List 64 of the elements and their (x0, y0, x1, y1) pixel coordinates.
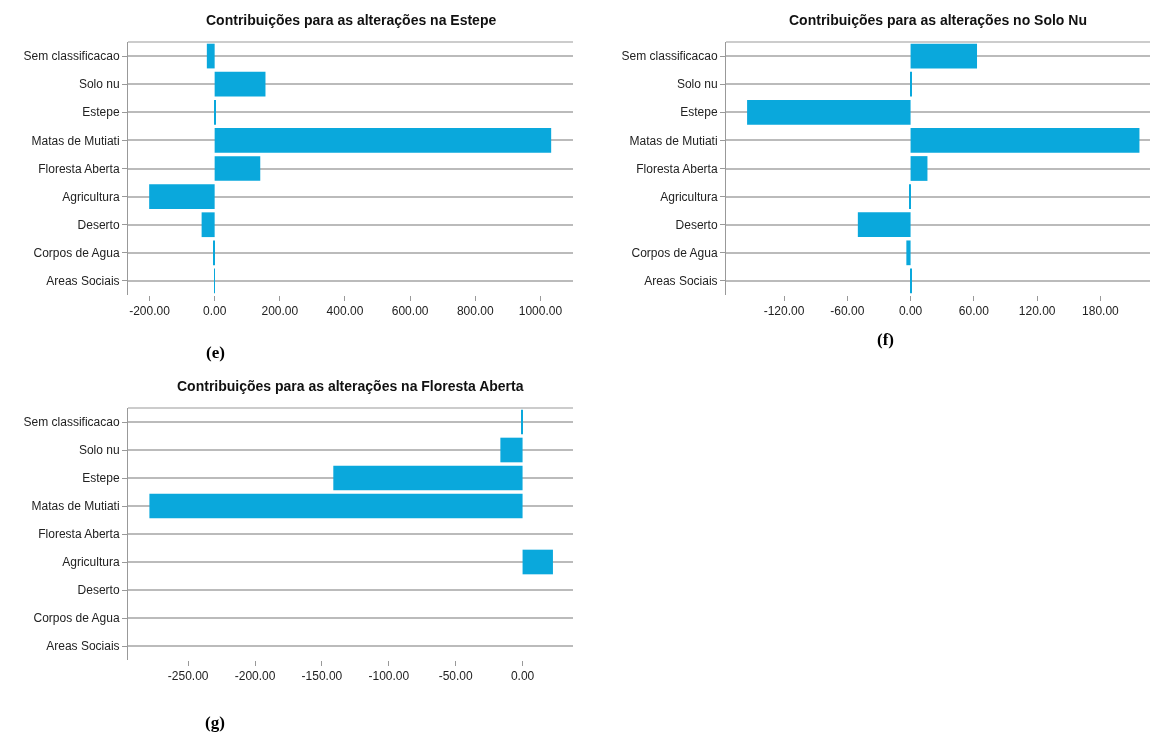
text: (f) (877, 330, 894, 349)
bar (201, 212, 215, 238)
bar (149, 184, 215, 209)
y-tick-label: Deserto (77, 217, 120, 232)
y-tick-label: Solo nu (676, 77, 718, 92)
x-tick-label: 1000.00 (518, 304, 563, 319)
x-tick-label: 200.00 (261, 304, 299, 319)
chart-title: Contribuições para as alterações na Floresta Aberta (177, 378, 524, 394)
x-tick-label: 600.00 (391, 304, 429, 319)
y-tick-label: Floresta Aberta (636, 161, 718, 176)
bar (747, 99, 911, 125)
x-tick-label: -150.00 (301, 669, 343, 684)
y-tick-label: Floresta Aberta (38, 527, 120, 542)
bar (857, 212, 911, 238)
y-tick-label: Estepe (680, 105, 718, 120)
y-tick-label: Matas de Mutiati (629, 133, 718, 148)
y-tick-label: Floresta Aberta (38, 161, 120, 176)
y-tick-label: Agricultura (660, 189, 718, 204)
x-tick-label: 60.00 (958, 304, 990, 319)
bar (214, 156, 261, 181)
bar (910, 128, 1140, 153)
x-tick-label: -200.00 (234, 669, 276, 684)
x-tick-label: 0.00 (510, 669, 535, 684)
x-tick-label: 400.00 (326, 304, 364, 319)
y-tick-label: Deserto (675, 217, 718, 232)
chart-title: Contribuições para as alterações no Solo Nu (789, 12, 1087, 28)
y-tick-label: Sem classificacao (621, 49, 718, 64)
text: (e) (206, 343, 225, 362)
x-tick-label: 800.00 (456, 304, 494, 319)
x-tick-label: 0.00 (202, 304, 227, 319)
x-tick-label: 0.00 (898, 304, 923, 319)
y-tick-label: Solo nu (78, 443, 120, 458)
x-tick-label: -250.00 (167, 669, 209, 684)
bar (906, 240, 911, 266)
x-tick-label: 180.00 (1082, 304, 1120, 319)
x-tick-label: -60.00 (830, 304, 865, 319)
x-tick-label: -100.00 (368, 669, 410, 684)
y-tick-label: Areas Sociais (46, 274, 120, 289)
bar (910, 43, 978, 69)
y-tick-label: Estepe (82, 471, 120, 486)
y-tick-label: Corpos de Agua (631, 246, 718, 261)
y-tick-label: Corpos de Agua (33, 611, 120, 626)
y-tick-label: Areas Sociais (644, 274, 718, 289)
bar (910, 156, 928, 181)
bar (214, 128, 552, 153)
x-tick-label: -200.00 (129, 304, 171, 319)
y-tick-label: Corpos de Agua (33, 246, 120, 261)
y-tick-label: Agricultura (62, 555, 120, 570)
y-tick-label: Areas Sociais (46, 639, 120, 654)
y-tick-label: Sem classificacao (23, 415, 120, 430)
y-tick-label: Agricultura (62, 189, 120, 204)
chart-title: Contribuições para as alterações na Estepe (206, 12, 497, 28)
y-tick-label: Matas de Mutiati (31, 499, 120, 514)
y-tick-label: Solo nu (78, 77, 120, 92)
x-tick-label: -120.00 (763, 304, 805, 319)
bar (206, 43, 215, 69)
y-tick-label: Estepe (82, 105, 120, 120)
y-tick-label: Matas de Mutiati (31, 133, 120, 148)
y-tick-label: Sem classificacao (23, 49, 120, 64)
x-tick-label: -50.00 (438, 669, 474, 684)
x-tick-label: 120.00 (1018, 304, 1056, 319)
bar (214, 71, 266, 97)
text: (g) (205, 713, 225, 732)
y-tick-label: Deserto (77, 583, 120, 598)
